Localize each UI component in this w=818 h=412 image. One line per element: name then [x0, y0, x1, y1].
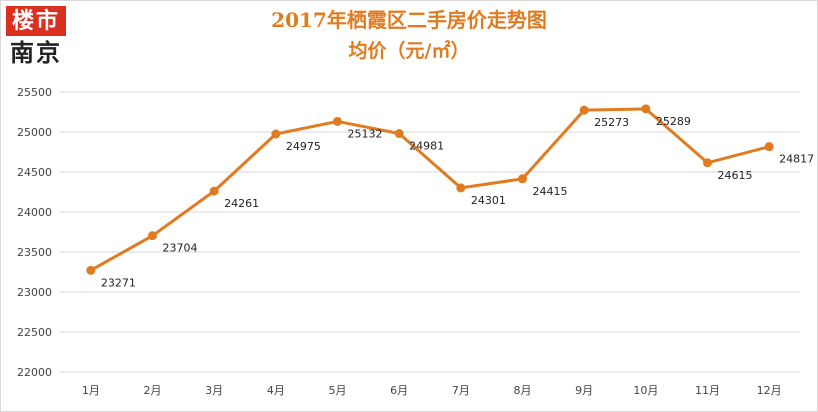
chart-title: 2017年栖霞区二手房价走势图: [271, 8, 547, 32]
data-point: [764, 142, 774, 152]
y-tick-label: 25000: [17, 126, 52, 139]
data-point: [579, 105, 589, 115]
x-tick-label: 7月: [452, 384, 470, 397]
data-point: [209, 186, 219, 196]
y-tick-label: 23000: [17, 286, 52, 299]
data-point: [518, 174, 527, 184]
data-label: 25289: [656, 115, 691, 128]
data-label: 25132: [348, 127, 383, 140]
y-tick-label: 23500: [17, 246, 52, 259]
series: [86, 104, 774, 275]
data-label: 24415: [533, 185, 568, 198]
y-tick-label: 22000: [17, 366, 52, 379]
y-tick-label: 24500: [17, 166, 52, 179]
x-tick-label: 8月: [514, 384, 532, 397]
data-point: [703, 158, 712, 168]
y-axis: 22000 22500 23000 23500 24000 24500 25000 25500: [17, 86, 52, 379]
data-label: 24615: [718, 169, 753, 182]
chart-subtitle: 均价（元/㎡）: [348, 40, 470, 62]
x-tick-label: 11月: [695, 384, 720, 397]
x-tick-label: 12月: [757, 384, 782, 397]
data-label: 23704: [163, 242, 198, 255]
data-label: 24975: [286, 140, 321, 153]
data-labels: 23271 23704 24261 24975 25132 24981 24301 24415…: [101, 115, 814, 289]
data-label: 24817: [779, 153, 814, 166]
y-tick-label: 25500: [17, 86, 52, 99]
x-axis: 1月 2月 3月 4月 5月 6月 7月 8月 9月 10月 11月 12月: [82, 384, 782, 397]
data-label: 24261: [224, 197, 259, 210]
data-label: 23271: [101, 276, 136, 289]
data-point: [86, 265, 96, 275]
gridlines: [60, 91, 800, 373]
data-point: [641, 104, 651, 114]
series-line: [90, 107, 770, 272]
data-point: [148, 231, 157, 241]
x-tick-label: 6月: [390, 384, 408, 397]
data-point: [394, 129, 404, 139]
x-tick-label: 4月: [267, 384, 285, 397]
x-tick-label: 9月: [575, 384, 593, 397]
x-tick-label: 2月: [144, 384, 162, 397]
x-tick-label: 3月: [205, 384, 223, 397]
logo-line-1: 楼市: [6, 6, 66, 36]
logo-line-2: 南京: [10, 38, 62, 67]
x-tick-label: 5月: [329, 384, 347, 397]
data-label: 24981: [409, 140, 444, 153]
y-tick-label: 22500: [17, 326, 52, 339]
data-point: [333, 116, 342, 126]
x-tick-label: 10月: [633, 384, 658, 397]
data-point: [271, 129, 281, 139]
data-label: 24301: [471, 194, 506, 207]
y-tick-label: 24000: [17, 206, 52, 219]
data-label: 25273: [594, 116, 629, 129]
data-point: [456, 183, 466, 193]
x-tick-label: 1月: [82, 384, 100, 397]
logo: 楼市 南京: [6, 6, 66, 68]
